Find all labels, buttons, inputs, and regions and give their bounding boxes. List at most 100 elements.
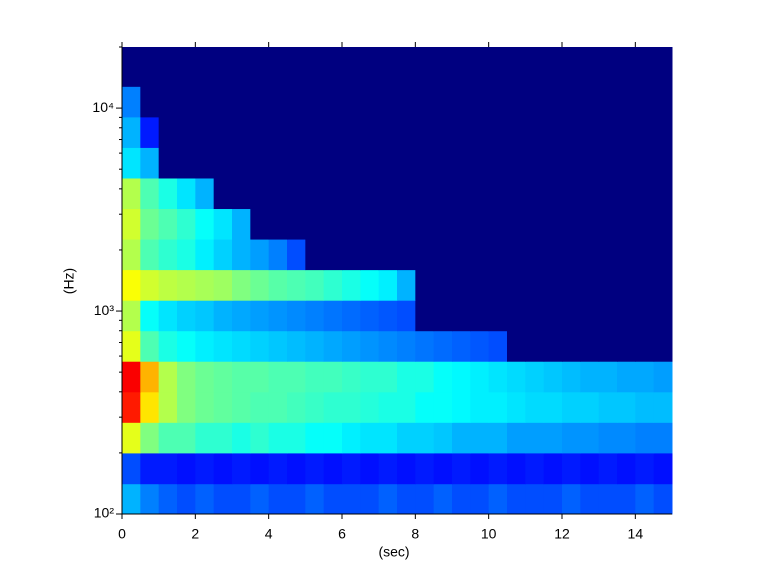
cell [268, 483, 288, 515]
cell [360, 300, 380, 332]
cell [195, 177, 215, 210]
cell [562, 147, 581, 179]
cell [232, 86, 251, 118]
cell [415, 177, 435, 210]
cell [525, 452, 545, 485]
cell [470, 239, 490, 271]
cell [360, 422, 380, 454]
cell [470, 483, 490, 515]
cell [213, 269, 233, 301]
cell [580, 147, 600, 179]
cell [507, 269, 526, 301]
cell [488, 177, 508, 210]
cell [378, 86, 398, 118]
cell [323, 300, 343, 332]
cell [305, 483, 325, 515]
cell [232, 483, 251, 515]
cell [415, 391, 435, 423]
cell [525, 300, 545, 332]
cell [287, 452, 306, 485]
cell [378, 177, 398, 210]
cell [305, 47, 325, 87]
cell [525, 422, 545, 454]
cell [617, 361, 636, 393]
x-tick-label: 12 [554, 526, 570, 542]
cell [232, 300, 251, 332]
cell [158, 177, 178, 210]
cell [122, 269, 141, 301]
cell [122, 452, 141, 485]
cell [122, 391, 141, 423]
cell [562, 391, 581, 423]
cell [268, 391, 288, 423]
cell [195, 116, 215, 148]
cell [433, 116, 453, 148]
cell [617, 116, 636, 148]
cell [562, 483, 581, 515]
cell [470, 391, 490, 423]
cell [213, 116, 233, 148]
cell [470, 300, 490, 332]
cell [268, 452, 288, 485]
cell [653, 391, 673, 423]
cell [158, 239, 178, 271]
cell [635, 361, 655, 393]
cell [653, 47, 673, 87]
cell [140, 361, 160, 393]
cell [250, 391, 270, 423]
cell [488, 47, 508, 87]
cell [397, 483, 416, 515]
cell [122, 361, 141, 393]
cell [452, 208, 471, 240]
cell [635, 239, 655, 271]
cell [580, 422, 600, 454]
cell [598, 330, 618, 362]
cell [488, 483, 508, 515]
cell [543, 391, 563, 423]
cell [232, 47, 251, 87]
cell [433, 300, 453, 332]
cell [140, 452, 160, 485]
cell [598, 269, 618, 301]
cell [488, 208, 508, 240]
cell [140, 239, 160, 271]
cell [360, 391, 380, 423]
cell [378, 361, 398, 393]
cell [195, 483, 215, 515]
cell [213, 452, 233, 485]
cell [635, 422, 655, 454]
x-tick-label: 0 [118, 526, 126, 542]
cell [122, 116, 141, 148]
cell [323, 208, 343, 240]
cell [562, 452, 581, 485]
cell [617, 177, 636, 210]
cell [268, 269, 288, 301]
cell [342, 86, 361, 118]
cell [397, 300, 416, 332]
cell [653, 86, 673, 118]
cell [507, 330, 526, 362]
cell [195, 86, 215, 118]
cell [177, 361, 196, 393]
x-tick-label: 6 [338, 526, 346, 542]
cell [635, 391, 655, 423]
cell [342, 483, 361, 515]
cell [232, 239, 251, 271]
cell [323, 86, 343, 118]
x-tick-label: 4 [265, 526, 273, 542]
cell [397, 422, 416, 454]
cell [488, 422, 508, 454]
cell [617, 86, 636, 118]
cell [397, 452, 416, 485]
cell [360, 239, 380, 271]
cell [397, 239, 416, 271]
cell [598, 483, 618, 515]
cell [562, 116, 581, 148]
cell [507, 239, 526, 271]
cell [397, 116, 416, 148]
cell [525, 330, 545, 362]
cell [415, 483, 435, 515]
cell [433, 177, 453, 210]
cell [140, 422, 160, 454]
cell [598, 422, 618, 454]
